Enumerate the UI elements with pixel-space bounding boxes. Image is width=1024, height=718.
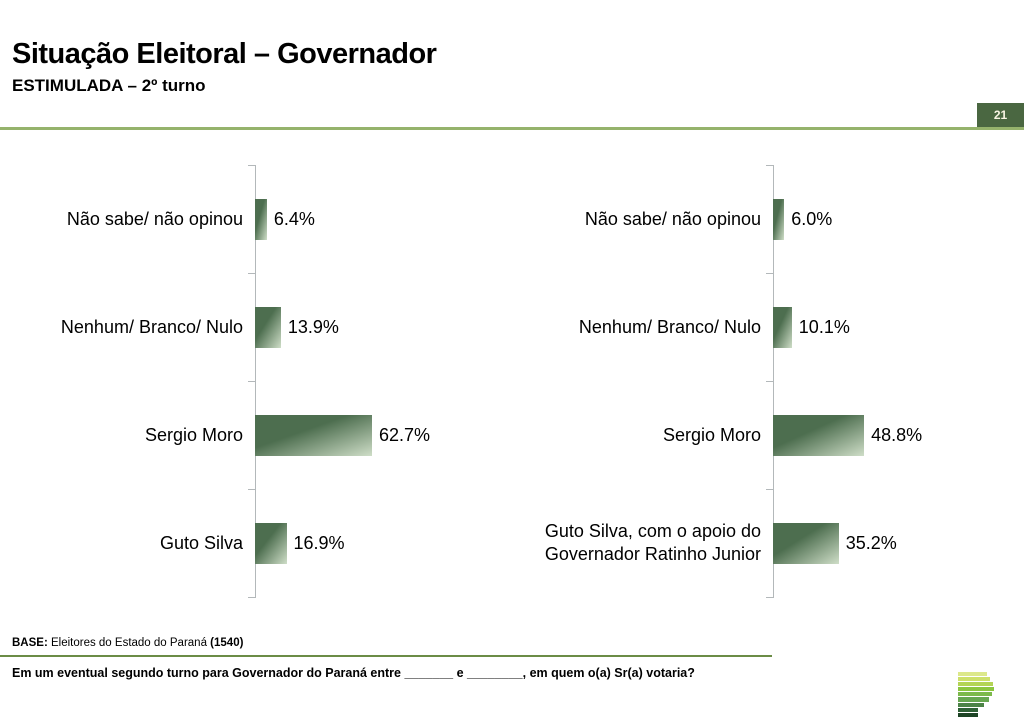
axis-tick [766,165,773,166]
chart-row: Nenhum/ Branco/ Nulo 13.9% [30,273,500,381]
parana-pesquisas-logo [958,672,998,718]
axis-tick [248,165,255,166]
bar [773,198,785,240]
axis-line [255,165,256,598]
bar [255,306,281,348]
logo-stripe [958,682,993,687]
bar [773,414,865,456]
header-divider [0,127,1024,130]
logo-stripe [958,702,984,707]
axis-tick [766,381,773,382]
category-label: Não sabe/ não opinou [66,208,243,229]
chart-rows: Não sabe/ não opinou 6.0% Nenhum/ Branco/ … [510,165,1024,597]
bar [773,306,792,348]
value-label: 35.2% [845,532,897,553]
chart-row: Não sabe/ não opinou 6.4% [30,165,500,273]
axis-tick [248,489,255,490]
chart-rows: Não sabe/ não opinou 6.4% Nenhum/ Branco/ … [30,165,500,597]
category-label: Guto Silva [159,532,243,553]
page-number-badge: 21 [977,103,1024,127]
chart-row: Nenhum/ Branco/ Nulo 10.1% [510,273,1024,381]
bar [773,522,839,564]
value-label: 10.1% [798,316,850,337]
category-label: Nenhum/ Branco/ Nulo [578,316,761,337]
value-label: 48.8% [871,424,923,445]
base-note: BASE: Eleitores do Estado do Paraná (154… [12,637,243,649]
bar [255,198,267,240]
category-label: Sergio Moro [144,424,243,445]
value-label: 6.4% [273,208,315,229]
chart-row: Sergio Moro 62.7% [30,381,500,489]
chart-row: Não sabe/ não opinou 6.0% [510,165,1024,273]
bar [255,414,372,456]
axis-tick [766,489,773,490]
question-text: Em um eventual segundo turno para Govern… [12,666,695,680]
chart-right: Não sabe/ não opinou 6.0% Nenhum/ Branco/ … [510,165,1024,598]
logo-stripe [958,692,992,697]
axis-line [773,165,774,598]
chart-row: Guto Silva, com o apoio do Governador Ra… [510,489,1024,597]
chart-left: Não sabe/ não opinou 6.4% Nenhum/ Branco/ … [30,165,500,598]
value-label: 62.7% [379,424,431,445]
category-label: Não sabe/ não opinou [584,208,761,229]
base-count: (1540) [210,637,244,649]
logo-stripe [958,677,990,682]
axis-tick [248,273,255,274]
page-subtitle: ESTIMULADA – 2º turno [12,76,206,95]
axis-tick [248,381,255,382]
logo-stripe [958,672,987,677]
value-label: 6.0% [791,208,833,229]
axis-tick [766,273,773,274]
page-title: Situação Eleitoral – Governador [12,38,437,70]
base-text: Eleitores do Estado do Paraná [47,637,211,649]
axis-tick [766,597,773,598]
category-label: Nenhum/ Branco/ Nulo [60,316,243,337]
logo-stripe [958,712,978,717]
logo-stripe [958,687,994,692]
value-label: 16.9% [293,532,345,553]
axis-tick [248,597,255,598]
chart-row: Sergio Moro 48.8% [510,381,1024,489]
logo-stripe [958,707,978,712]
chart-row: Guto Silva 16.9% [30,489,500,597]
category-label: Sergio Moro [662,424,761,445]
footer-divider [0,655,772,657]
value-label: 13.9% [287,316,339,337]
base-label: BASE: [12,637,48,649]
bar [255,522,287,564]
category-label: Guto Silva, com o apoio do Governador Ra… [544,521,761,564]
logo-stripe [958,697,989,702]
